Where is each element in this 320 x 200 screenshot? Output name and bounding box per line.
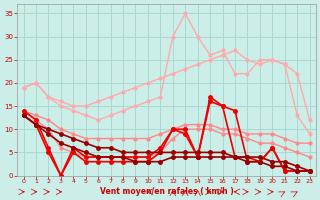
X-axis label: Vent moyen/en rafales ( km/h ): Vent moyen/en rafales ( km/h ) xyxy=(100,187,234,196)
